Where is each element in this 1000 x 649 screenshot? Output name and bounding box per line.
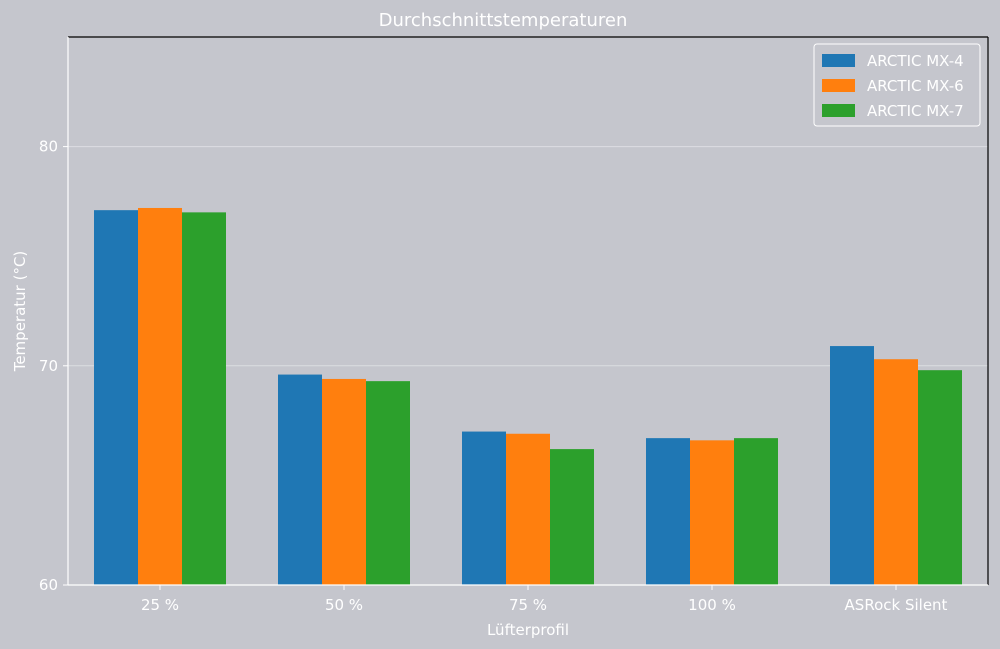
legend-label: ARCTIC MX-4 <box>867 52 964 70</box>
chart-title: Durchschnittstemperaturen <box>379 10 628 31</box>
x-tick-label: 100 % <box>688 596 736 614</box>
x-axis-label: Lüfterprofil <box>487 621 569 639</box>
tick-labels: 60 70 80 25 % 50 % 75 % 100 % ASRock Silent <box>39 138 948 614</box>
legend-swatch <box>822 54 855 67</box>
legend-swatch <box>822 104 855 117</box>
bar <box>94 210 138 585</box>
bar <box>506 433 550 585</box>
x-tick-label: 25 % <box>141 596 179 614</box>
legend-swatch <box>822 79 855 92</box>
bar <box>366 381 410 585</box>
legend-box <box>813 43 981 127</box>
bar <box>734 438 778 585</box>
y-tick-label: 60 <box>39 576 58 594</box>
bar <box>874 359 918 585</box>
legend-label: ARCTIC MX-6 <box>867 77 964 95</box>
bar <box>830 346 874 585</box>
y-tick-label: 80 <box>39 138 58 156</box>
bar <box>462 431 506 585</box>
legend: ARCTIC MX-4 ARCTIC MX-6 ARCTIC MX-7 <box>813 43 981 127</box>
bar <box>138 207 182 585</box>
x-tick-label: 75 % <box>509 596 547 614</box>
bar <box>278 374 322 585</box>
x-tick-label: 50 % <box>325 596 363 614</box>
bar <box>690 440 734 585</box>
bar <box>182 212 226 586</box>
y-axis-label: Temperatur (°C) <box>11 251 29 373</box>
legend-label: ARCTIC MX-7 <box>867 102 964 120</box>
bar <box>646 438 690 585</box>
bar <box>322 378 366 585</box>
x-tick-label: ASRock Silent <box>845 596 948 614</box>
y-tick-label: 70 <box>39 357 58 375</box>
bars <box>94 207 962 586</box>
bar <box>550 449 594 585</box>
bar <box>918 370 962 585</box>
